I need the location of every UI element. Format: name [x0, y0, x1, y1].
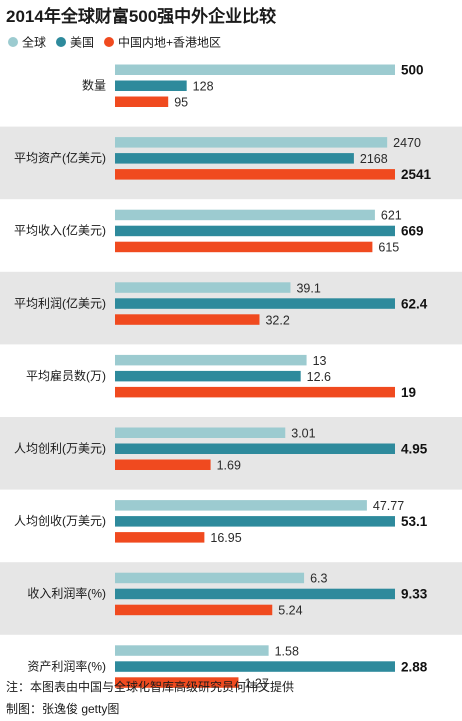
bar-china — [115, 96, 169, 107]
category-label: 平均资产(亿美元) — [14, 150, 106, 165]
category-label: 数量 — [82, 78, 106, 93]
legend-label-usa: 美国 — [70, 36, 94, 50]
bar-global — [115, 427, 286, 438]
bar-usa — [115, 225, 395, 237]
source-note: 注：本图表由中国与全球化智库高级研究员何伟文提供 — [6, 679, 294, 694]
bar-global — [115, 209, 375, 221]
category-group: 资产利润率(%) 1.58 2.88 1.27 — [27, 644, 427, 690]
legend: 全球 美国 中国内地+香港地区 — [8, 35, 221, 50]
bar-china — [115, 604, 273, 616]
bar-usa — [115, 588, 395, 600]
category-group: 收入利润率(%) 6.3 9.33 5.24 — [27, 572, 427, 618]
value-label-china: 19 — [401, 385, 416, 400]
credit-note: 制图：张逸俊 getty图 — [6, 701, 119, 716]
bar-china — [115, 169, 395, 180]
value-label-global: 500 — [401, 63, 424, 78]
value-label-global: 1.58 — [275, 644, 299, 658]
category-label: 平均利润(亿美元) — [14, 295, 106, 310]
chart-title: 2014年全球财富500强中外企业比较 — [6, 6, 276, 26]
bar-usa — [115, 516, 395, 527]
value-label-usa: 9.33 — [401, 587, 428, 602]
value-label-usa: 62.4 — [401, 296, 428, 311]
category-label: 人均创利(万美元) — [14, 442, 106, 456]
category-label: 平均雇员数(万) — [26, 368, 106, 383]
value-label-global: 39.1 — [296, 281, 320, 295]
value-label-china: 2541 — [401, 167, 432, 182]
bar-usa — [115, 298, 395, 309]
bar-usa — [115, 443, 395, 454]
category-label: 资产利润率(%) — [27, 658, 106, 673]
value-label-usa: 669 — [401, 224, 424, 239]
bar-usa — [115, 80, 187, 91]
bar-china — [115, 386, 395, 398]
value-label-china: 16.95 — [210, 531, 241, 545]
bar-usa — [115, 370, 301, 382]
category-group: 数量 500 128 95 — [82, 63, 424, 110]
bar-china — [115, 314, 260, 325]
legend-swatch-usa — [56, 37, 66, 47]
bar-china — [115, 677, 239, 688]
value-label-china: 1.69 — [217, 459, 241, 473]
bar-global — [115, 354, 307, 366]
bar-usa — [115, 153, 354, 164]
value-label-global: 13 — [313, 354, 327, 368]
value-label-china: 95 — [174, 96, 188, 110]
bar-usa — [115, 661, 395, 672]
bar-china — [115, 532, 205, 543]
legend-swatch-global — [8, 37, 18, 47]
value-label-usa: 4.95 — [401, 442, 428, 457]
category-group: 平均雇员数(万) 13 12.6 19 — [26, 354, 416, 400]
value-label-china: 32.2 — [265, 313, 289, 327]
value-label-global: 621 — [381, 209, 402, 223]
bar-global — [115, 282, 291, 293]
value-label-usa: 128 — [193, 80, 214, 94]
category-group: 平均利润(亿美元) 39.1 62.4 32.2 — [14, 281, 428, 327]
value-label-china: 615 — [378, 241, 399, 255]
value-label-global: 47.77 — [373, 499, 404, 513]
category-rows: 数量 500 128 95 平均资产(亿美元) 2470 2168 2541 平均收入(亿美元)… — [14, 63, 432, 691]
value-label-china: 5.24 — [278, 604, 302, 618]
bar-global — [115, 645, 269, 656]
value-label-usa: 53.1 — [401, 514, 428, 529]
value-label-global: 2470 — [393, 136, 421, 150]
legend-swatch-china — [104, 37, 114, 47]
bar-global — [115, 572, 305, 584]
bar-china — [115, 459, 211, 470]
category-label: 收入利润率(%) — [27, 586, 106, 601]
category-label: 平均收入(亿美元) — [14, 223, 106, 238]
category-label: 人均创收(万美元) — [14, 514, 106, 528]
value-label-global: 3.01 — [291, 427, 315, 441]
category-group: 人均创利(万美元) 3.01 4.95 1.69 — [14, 427, 428, 473]
bar-china — [115, 241, 373, 253]
bar-global — [115, 64, 395, 75]
value-label-china: 1.27 — [244, 676, 268, 690]
value-label-usa: 2.88 — [401, 659, 428, 674]
bar-global — [115, 137, 388, 148]
value-label-usa: 12.6 — [307, 370, 331, 384]
legend-label-global: 全球 — [22, 35, 46, 50]
value-label-global: 6.3 — [310, 572, 327, 586]
value-label-usa: 2168 — [360, 152, 388, 166]
legend-label-china: 中国内地+香港地区 — [118, 35, 221, 50]
bar-global — [115, 500, 367, 511]
category-group: 平均资产(亿美元) 2470 2168 2541 — [14, 136, 432, 182]
